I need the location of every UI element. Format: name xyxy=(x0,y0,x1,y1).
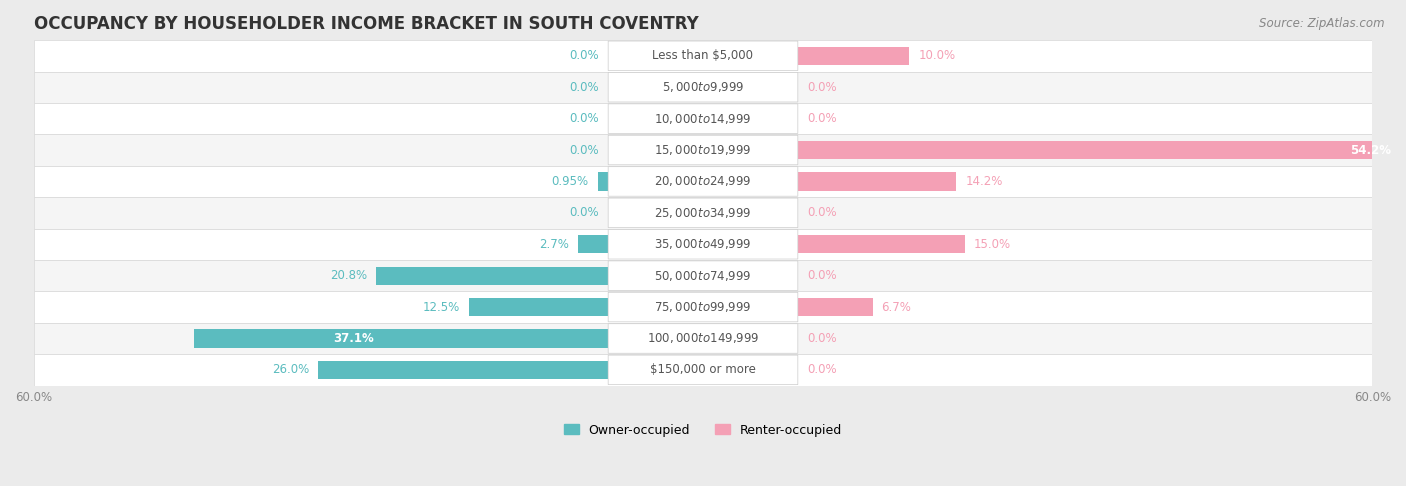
Text: $100,000 to $149,999: $100,000 to $149,999 xyxy=(647,331,759,346)
Bar xyxy=(318,361,609,379)
Bar xyxy=(34,323,1372,354)
Bar xyxy=(34,103,1372,134)
Text: 6.7%: 6.7% xyxy=(882,300,911,313)
Text: 37.1%: 37.1% xyxy=(333,332,374,345)
Text: 54.2%: 54.2% xyxy=(1350,143,1392,156)
Bar xyxy=(34,40,1372,71)
Bar xyxy=(375,266,609,285)
Text: 0.0%: 0.0% xyxy=(569,81,599,94)
Text: 0.0%: 0.0% xyxy=(807,364,837,376)
Bar xyxy=(34,197,1372,228)
Text: 2.7%: 2.7% xyxy=(540,238,569,251)
Bar xyxy=(468,298,609,316)
Text: 0.0%: 0.0% xyxy=(807,207,837,219)
Bar xyxy=(34,292,1372,323)
Text: 12.5%: 12.5% xyxy=(423,300,460,313)
Text: Source: ZipAtlas.com: Source: ZipAtlas.com xyxy=(1260,17,1385,30)
Bar xyxy=(797,173,956,191)
Bar xyxy=(34,166,1372,197)
Text: $25,000 to $34,999: $25,000 to $34,999 xyxy=(654,206,752,220)
FancyBboxPatch shape xyxy=(609,261,797,291)
Text: 0.0%: 0.0% xyxy=(569,49,599,62)
FancyBboxPatch shape xyxy=(609,324,797,353)
Text: $75,000 to $99,999: $75,000 to $99,999 xyxy=(654,300,752,314)
Text: 0.0%: 0.0% xyxy=(807,81,837,94)
Text: $150,000 or more: $150,000 or more xyxy=(650,364,756,376)
FancyBboxPatch shape xyxy=(609,104,797,133)
Text: 0.0%: 0.0% xyxy=(569,143,599,156)
Text: $20,000 to $24,999: $20,000 to $24,999 xyxy=(654,174,752,189)
Text: 15.0%: 15.0% xyxy=(974,238,1011,251)
Text: 0.0%: 0.0% xyxy=(569,207,599,219)
Bar xyxy=(578,235,609,253)
FancyBboxPatch shape xyxy=(609,229,797,259)
Legend: Owner-occupied, Renter-occupied: Owner-occupied, Renter-occupied xyxy=(558,418,848,441)
Text: 0.0%: 0.0% xyxy=(807,112,837,125)
Bar xyxy=(797,47,910,65)
Text: $15,000 to $19,999: $15,000 to $19,999 xyxy=(654,143,752,157)
Bar xyxy=(194,330,609,347)
Bar xyxy=(34,134,1372,166)
FancyBboxPatch shape xyxy=(609,355,797,384)
Text: Less than $5,000: Less than $5,000 xyxy=(652,49,754,62)
Text: 10.0%: 10.0% xyxy=(918,49,956,62)
FancyBboxPatch shape xyxy=(609,292,797,322)
FancyBboxPatch shape xyxy=(609,198,797,227)
Bar xyxy=(34,228,1372,260)
Text: $35,000 to $49,999: $35,000 to $49,999 xyxy=(654,237,752,251)
Text: 14.2%: 14.2% xyxy=(965,175,1002,188)
Text: 26.0%: 26.0% xyxy=(271,364,309,376)
Bar xyxy=(34,71,1372,103)
FancyBboxPatch shape xyxy=(609,41,797,70)
Text: $50,000 to $74,999: $50,000 to $74,999 xyxy=(654,269,752,283)
Bar xyxy=(797,141,1403,159)
Text: 0.95%: 0.95% xyxy=(551,175,589,188)
Text: OCCUPANCY BY HOUSEHOLDER INCOME BRACKET IN SOUTH COVENTRY: OCCUPANCY BY HOUSEHOLDER INCOME BRACKET … xyxy=(34,15,699,33)
Bar xyxy=(797,235,965,253)
Bar xyxy=(797,298,873,316)
Text: $5,000 to $9,999: $5,000 to $9,999 xyxy=(662,80,744,94)
Text: 0.0%: 0.0% xyxy=(807,269,837,282)
Text: $10,000 to $14,999: $10,000 to $14,999 xyxy=(654,112,752,125)
Text: 0.0%: 0.0% xyxy=(569,112,599,125)
Text: 20.8%: 20.8% xyxy=(330,269,367,282)
FancyBboxPatch shape xyxy=(609,167,797,196)
Bar xyxy=(598,173,609,191)
FancyBboxPatch shape xyxy=(609,135,797,165)
Bar xyxy=(34,260,1372,292)
Bar xyxy=(34,354,1372,385)
FancyBboxPatch shape xyxy=(609,72,797,102)
Text: 0.0%: 0.0% xyxy=(807,332,837,345)
